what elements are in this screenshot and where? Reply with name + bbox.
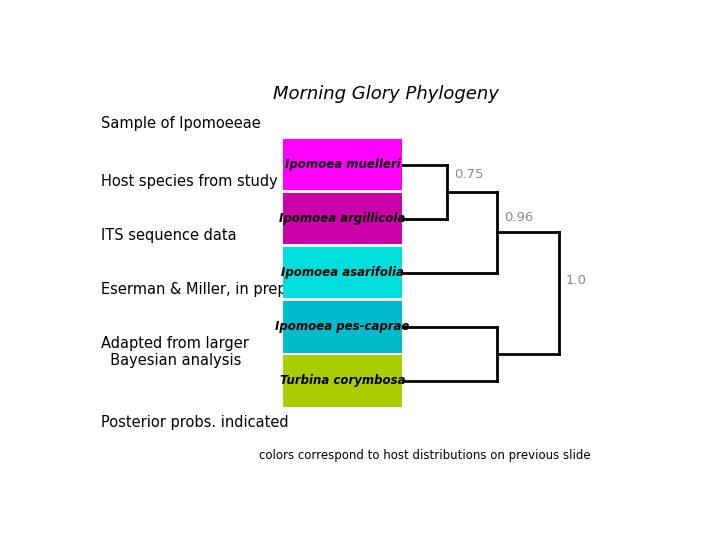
- Text: Morning Glory Phylogeny: Morning Glory Phylogeny: [273, 85, 499, 103]
- Text: Turbina corymbosa: Turbina corymbosa: [280, 374, 405, 387]
- Text: colors correspond to host distributions on previous slide: colors correspond to host distributions …: [259, 449, 590, 462]
- FancyBboxPatch shape: [282, 355, 402, 407]
- Text: Ipomoea muelleri: Ipomoea muelleri: [284, 158, 400, 171]
- FancyBboxPatch shape: [282, 247, 402, 299]
- Text: Ipomoea pes-caprae: Ipomoea pes-caprae: [275, 320, 410, 333]
- Text: 1.0: 1.0: [565, 274, 586, 287]
- Text: Ipomoea asarifolia: Ipomoea asarifolia: [281, 266, 404, 279]
- Text: 0.75: 0.75: [454, 168, 483, 181]
- Text: Host species from study: Host species from study: [101, 174, 278, 188]
- Text: 0.96: 0.96: [504, 211, 534, 224]
- Text: Ipomoea argillicola: Ipomoea argillicola: [279, 212, 405, 225]
- Text: Posterior probs. indicated: Posterior probs. indicated: [101, 415, 289, 430]
- Text: Eserman & Miller, in prep.: Eserman & Miller, in prep.: [101, 282, 292, 297]
- Text: ITS sequence data: ITS sequence data: [101, 228, 237, 243]
- Text: Sample of Ipomoeeae: Sample of Ipomoeeae: [101, 116, 261, 131]
- FancyBboxPatch shape: [282, 139, 402, 191]
- Text: Adapted from larger
  Bayesian analysis: Adapted from larger Bayesian analysis: [101, 335, 249, 368]
- FancyBboxPatch shape: [282, 301, 402, 353]
- FancyBboxPatch shape: [282, 193, 402, 245]
